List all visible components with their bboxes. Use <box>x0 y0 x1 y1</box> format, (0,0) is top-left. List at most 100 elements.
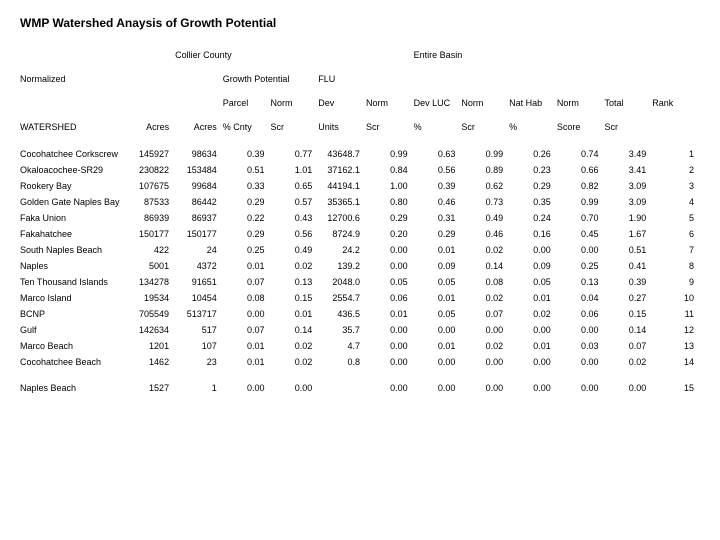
cell: 0.00 <box>271 380 319 396</box>
cell: 0.56 <box>414 162 462 178</box>
cell: 3.49 <box>605 146 653 162</box>
cell-name: Naples <box>20 258 127 274</box>
cell: 3.09 <box>605 178 653 194</box>
cell: 0.31 <box>414 210 462 226</box>
cell: 0.43 <box>271 210 319 226</box>
cell: 0.00 <box>366 258 414 274</box>
cell <box>318 380 366 396</box>
cell: 107675 <box>127 178 175 194</box>
cell: 0.00 <box>223 306 271 322</box>
cell: 3.09 <box>605 194 653 210</box>
table-row: South Naples Beach422240.250.4924.20.000… <box>20 242 700 258</box>
cell: 422 <box>127 242 175 258</box>
cell: 150177 <box>127 226 175 242</box>
cell: 0.01 <box>414 242 462 258</box>
cell: 0.00 <box>366 338 414 354</box>
cell: 1.00 <box>366 178 414 194</box>
cell: 150177 <box>175 226 223 242</box>
table-row: Okaloacochee-SR292308221534840.511.01371… <box>20 162 700 178</box>
cell: 0.01 <box>271 306 319 322</box>
data-table: Collier County Entire Basin Normalized G… <box>20 50 700 396</box>
cell: 7 <box>652 242 700 258</box>
cell: 0.00 <box>414 322 462 338</box>
cell: 0.26 <box>509 146 557 162</box>
cell: 0.80 <box>366 194 414 210</box>
cell: 24 <box>175 242 223 258</box>
cell-name: Faka Union <box>20 210 127 226</box>
page-title: WMP Watershed Anaysis of Growth Potentia… <box>20 16 700 30</box>
cell: 10454 <box>175 290 223 306</box>
ch-norm1: Norm <box>271 98 319 122</box>
cell: 0.01 <box>509 290 557 306</box>
cell: 0.74 <box>557 146 605 162</box>
cell: 0.99 <box>366 146 414 162</box>
cell: 1.01 <box>271 162 319 178</box>
cell: 4 <box>652 194 700 210</box>
cell: 87533 <box>127 194 175 210</box>
cell: 0.49 <box>461 210 509 226</box>
cell: 0.08 <box>461 274 509 290</box>
rh-score: Score <box>557 122 605 146</box>
cell: 0.23 <box>509 162 557 178</box>
cell: 0.01 <box>223 258 271 274</box>
cell: 436.5 <box>318 306 366 322</box>
cell: 0.03 <box>557 338 605 354</box>
cell-name: Ten Thousand Islands <box>20 274 127 290</box>
cell: 0.00 <box>557 322 605 338</box>
cell: 8724.9 <box>318 226 366 242</box>
cell: 0.25 <box>557 258 605 274</box>
cell: 0.29 <box>414 226 462 242</box>
cell: 2554.7 <box>318 290 366 306</box>
cell: 0.01 <box>366 306 414 322</box>
cell: 0.41 <box>605 258 653 274</box>
cell-name: Gulf <box>20 322 127 338</box>
cell: 0.56 <box>271 226 319 242</box>
cell: 0.00 <box>366 322 414 338</box>
cell: 13 <box>652 338 700 354</box>
cell: 86939 <box>127 210 175 226</box>
cell: 4372 <box>175 258 223 274</box>
cell: 1462 <box>127 354 175 370</box>
table-row: Fakahatchee1501771501770.290.568724.90.2… <box>20 226 700 242</box>
table-row: Ten Thousand Islands134278916510.070.132… <box>20 274 700 290</box>
cell: 0.01 <box>223 338 271 354</box>
cell: 0.00 <box>557 354 605 370</box>
cell: 139.2 <box>318 258 366 274</box>
cell: 5001 <box>127 258 175 274</box>
cell: 0.8 <box>318 354 366 370</box>
cell: 0.07 <box>461 306 509 322</box>
cell: 0.01 <box>509 338 557 354</box>
cell: 142634 <box>127 322 175 338</box>
cell: 0.24 <box>509 210 557 226</box>
cell: 0.02 <box>461 290 509 306</box>
col-head-row-2: WATERSHED Acres Acres % Cnty Scr Units S… <box>20 122 700 146</box>
cell: 0.99 <box>461 146 509 162</box>
cell: 98634 <box>175 146 223 162</box>
cell: 0.73 <box>461 194 509 210</box>
rh-acres2: Acres <box>175 122 223 146</box>
cell: 0.99 <box>557 194 605 210</box>
rh-scr3: Scr <box>461 122 509 146</box>
cell: 3.41 <box>605 162 653 178</box>
cell: 37162.1 <box>318 162 366 178</box>
cell: 35365.1 <box>318 194 366 210</box>
cell: 0.07 <box>223 322 271 338</box>
cell: 1 <box>175 380 223 396</box>
cell-name: Fakahatchee <box>20 226 127 242</box>
cell: 2048.0 <box>318 274 366 290</box>
cell: 2 <box>652 162 700 178</box>
cell: 0.09 <box>509 258 557 274</box>
table-row: Golden Gate Naples Bay87533864420.290.57… <box>20 194 700 210</box>
cell: 0.63 <box>414 146 462 162</box>
cell: 0.02 <box>605 354 653 370</box>
cell: 1 <box>652 146 700 162</box>
cell: 145927 <box>127 146 175 162</box>
rh-scr2: Scr <box>366 122 414 146</box>
cell: 0.01 <box>414 290 462 306</box>
cell: 0.00 <box>366 242 414 258</box>
cell: 0.00 <box>223 380 271 396</box>
ch-nathab: Nat Hab <box>509 98 557 122</box>
ch-rank: Rank <box>652 98 700 122</box>
hdr-flu: FLU <box>318 74 366 98</box>
cell: 1527 <box>127 380 175 396</box>
